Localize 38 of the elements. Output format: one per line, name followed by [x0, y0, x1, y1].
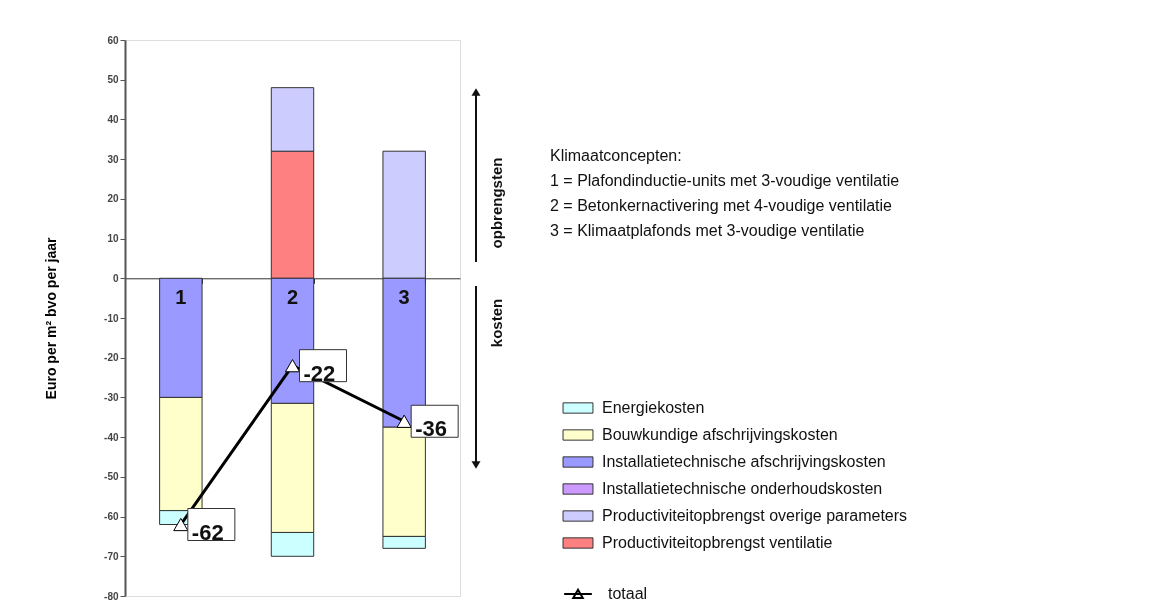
legend-label: Productiviteitopbrengst overige parameters [602, 507, 908, 524]
legend-label: totaal [608, 585, 648, 602]
x-tick-label: 1 [175, 285, 187, 308]
text: 1 = Plafondinductie-units met 3-voudige ventilatie [550, 172, 900, 189]
y-tick-label: -30 [104, 391, 119, 403]
y-tick-label: -10 [104, 312, 119, 324]
legend-label: Installatietechnische afschrijvingskosten [602, 453, 886, 470]
point [173, 517, 189, 532]
legend-label: Bouwkundige afschrijvingskosten [602, 426, 838, 443]
y-tick-label: -60 [104, 511, 119, 523]
data-label: -62 [191, 519, 224, 545]
x-tick-label: 3 [398, 285, 410, 308]
text: kosten [488, 298, 505, 348]
data-label: -22 [303, 360, 336, 386]
y-tick-label: 40 [107, 113, 119, 125]
y-tick-label: 30 [107, 153, 119, 165]
legend-label: Installatietechnische onderhoudskosten [602, 480, 883, 497]
y-axis-title: Euro per m² bvo per jaar [43, 237, 60, 400]
legend-label: Energiekosten [602, 399, 705, 416]
text: 2 = Betonkernactivering met 4-voudige ventilatie [550, 197, 893, 214]
x-tick-label: 2 [286, 285, 299, 308]
point [396, 414, 412, 428]
legend-label: Productiviteitopbrengst ventilatie [602, 534, 833, 551]
text: Klimaatconcepten: [550, 147, 682, 164]
data-label: -36 [415, 416, 447, 442]
y-tick-label: -40 [104, 431, 119, 443]
text: opbrengsten [488, 157, 505, 249]
y-tick-label: 0 [112, 272, 119, 284]
y-tick-label: -20 [104, 352, 119, 364]
point [284, 359, 301, 373]
y-tick-label: 20 [107, 193, 119, 205]
y-tick-label: 50 [107, 74, 119, 86]
y-tick-label: -50 [104, 471, 119, 483]
y-tick-label: 10 [107, 233, 119, 245]
y-tick-label: -80 [104, 590, 119, 602]
text: 3 = Klimaatplafonds met 3-voudige ventilatie [550, 222, 865, 239]
y-tick-label: 60 [107, 34, 119, 46]
y-tick-label: -70 [104, 550, 119, 562]
